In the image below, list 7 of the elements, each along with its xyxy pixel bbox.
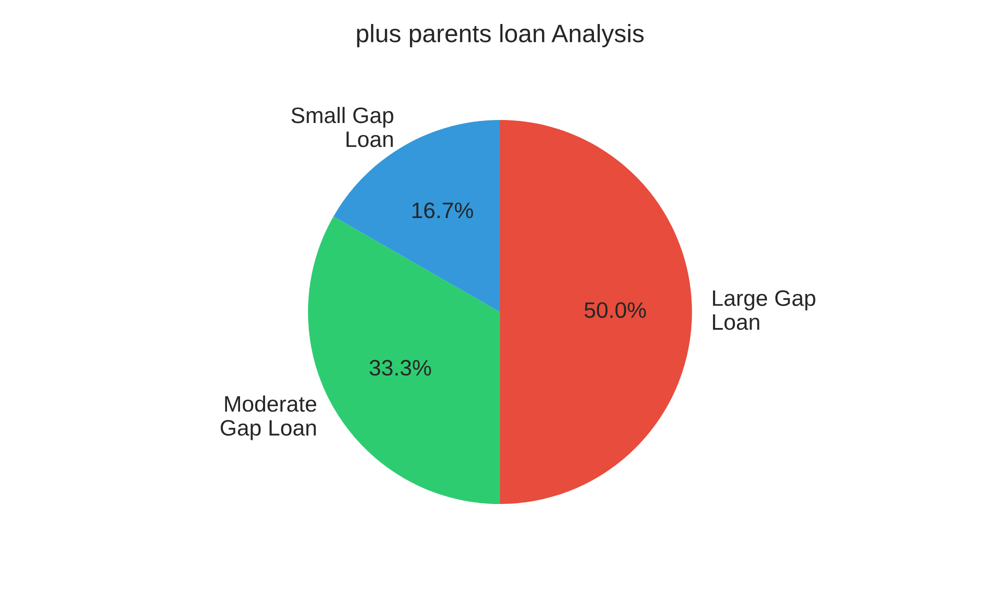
chart-title: plus parents loan Analysis <box>357 24 644 48</box>
slice-label: Moderate Gap Loan <box>220 395 316 440</box>
slice-label: Large Gap Loan <box>713 290 816 330</box>
data-label: 33.3% <box>370 360 432 376</box>
data-label: 16.7% <box>412 202 474 218</box>
data-label: 50.0% <box>584 302 646 318</box>
slice-label: Small Gap Loan <box>291 106 394 148</box>
